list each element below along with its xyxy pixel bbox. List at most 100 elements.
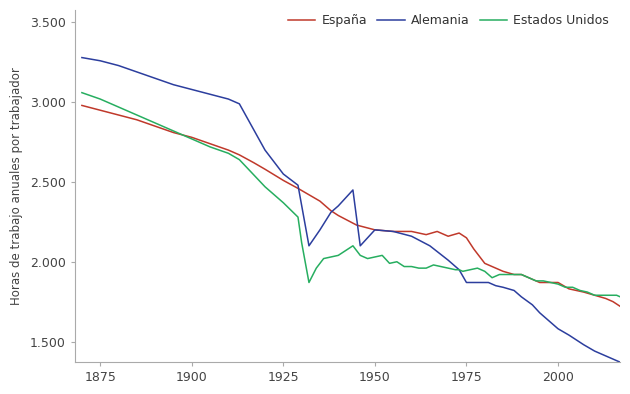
España [536,280,544,285]
Estados Unidos [236,157,243,162]
España [617,304,624,309]
Alemania [455,268,463,272]
Alemania [426,243,433,248]
España [500,269,507,274]
Legend: España, Alemania, Estados Unidos: España, Alemania, Estados Unidos [283,9,614,32]
Alemania [349,188,357,192]
España [327,208,335,213]
España [133,117,140,122]
España [518,272,525,277]
Alemania [225,97,232,101]
España [580,290,587,294]
España [250,160,258,165]
España [547,280,554,285]
Line: España: España [82,106,621,307]
Estados Unidos [188,137,195,141]
España [481,261,488,266]
España [554,280,562,285]
Alemania [261,148,269,152]
Alemania [478,280,485,285]
Alemania [609,357,617,361]
España [470,247,478,251]
Alemania [316,227,324,232]
Alemania [206,92,214,97]
Alemania [335,204,342,208]
Alemania [169,82,177,87]
España [225,148,232,152]
Estados Unidos [503,272,510,277]
España [335,213,342,218]
Alemania [492,283,500,288]
Alemania [547,320,554,325]
Alemania [536,310,544,315]
Alemania [462,280,470,285]
Alemania [280,172,287,177]
España [188,135,195,140]
Alemania [371,227,379,232]
Alemania [573,338,580,342]
España [609,299,617,304]
Alemania [115,63,122,68]
España [115,113,122,117]
España [591,293,598,297]
España [305,192,312,197]
España [78,103,86,108]
España [169,130,177,135]
Alemania [151,76,159,81]
España [151,124,159,128]
España [455,230,463,235]
Alemania [500,285,507,290]
Alemania [236,102,243,106]
España [316,199,324,204]
Alemania [470,280,478,285]
España [206,141,214,146]
Estados Unidos [115,105,122,110]
Y-axis label: Horas de trabajo anuales por trabajador: Horas de trabajo anuales por trabajador [9,67,23,305]
Alemania [133,70,140,74]
Alemania [444,258,452,262]
Line: Estados Unidos: Estados Unidos [82,93,621,297]
España [389,229,397,234]
Alemania [602,353,609,358]
Alemania [294,183,302,188]
Estados Unidos [617,294,624,299]
España [488,264,496,269]
Alemania [389,229,397,234]
Alemania [510,288,518,293]
España [96,108,104,113]
España [280,178,287,183]
España [444,234,452,239]
Alemania [78,55,86,60]
Alemania [554,326,562,331]
España [433,229,441,234]
España [371,227,379,232]
Alemania [518,294,525,299]
Line: Alemania: Alemania [82,58,621,362]
España [294,186,302,191]
España [529,277,536,282]
Alemania [580,342,587,347]
España [602,296,609,301]
Alemania [96,58,104,63]
España [573,288,580,293]
Alemania [408,234,415,239]
España [353,223,360,227]
España [565,286,573,291]
Alemania [327,210,335,215]
Estados Unidos [422,266,430,271]
España [236,152,243,157]
Alemania [305,243,312,248]
Estados Unidos [312,266,320,271]
España [408,229,415,234]
Alemania [529,303,536,307]
Alemania [188,87,195,92]
Alemania [617,360,624,364]
Alemania [565,333,573,338]
España [422,232,430,237]
España [462,236,470,240]
Alemania [591,349,598,353]
Alemania [357,243,364,248]
España [510,272,518,277]
España [261,167,269,172]
Alemania [484,280,492,285]
